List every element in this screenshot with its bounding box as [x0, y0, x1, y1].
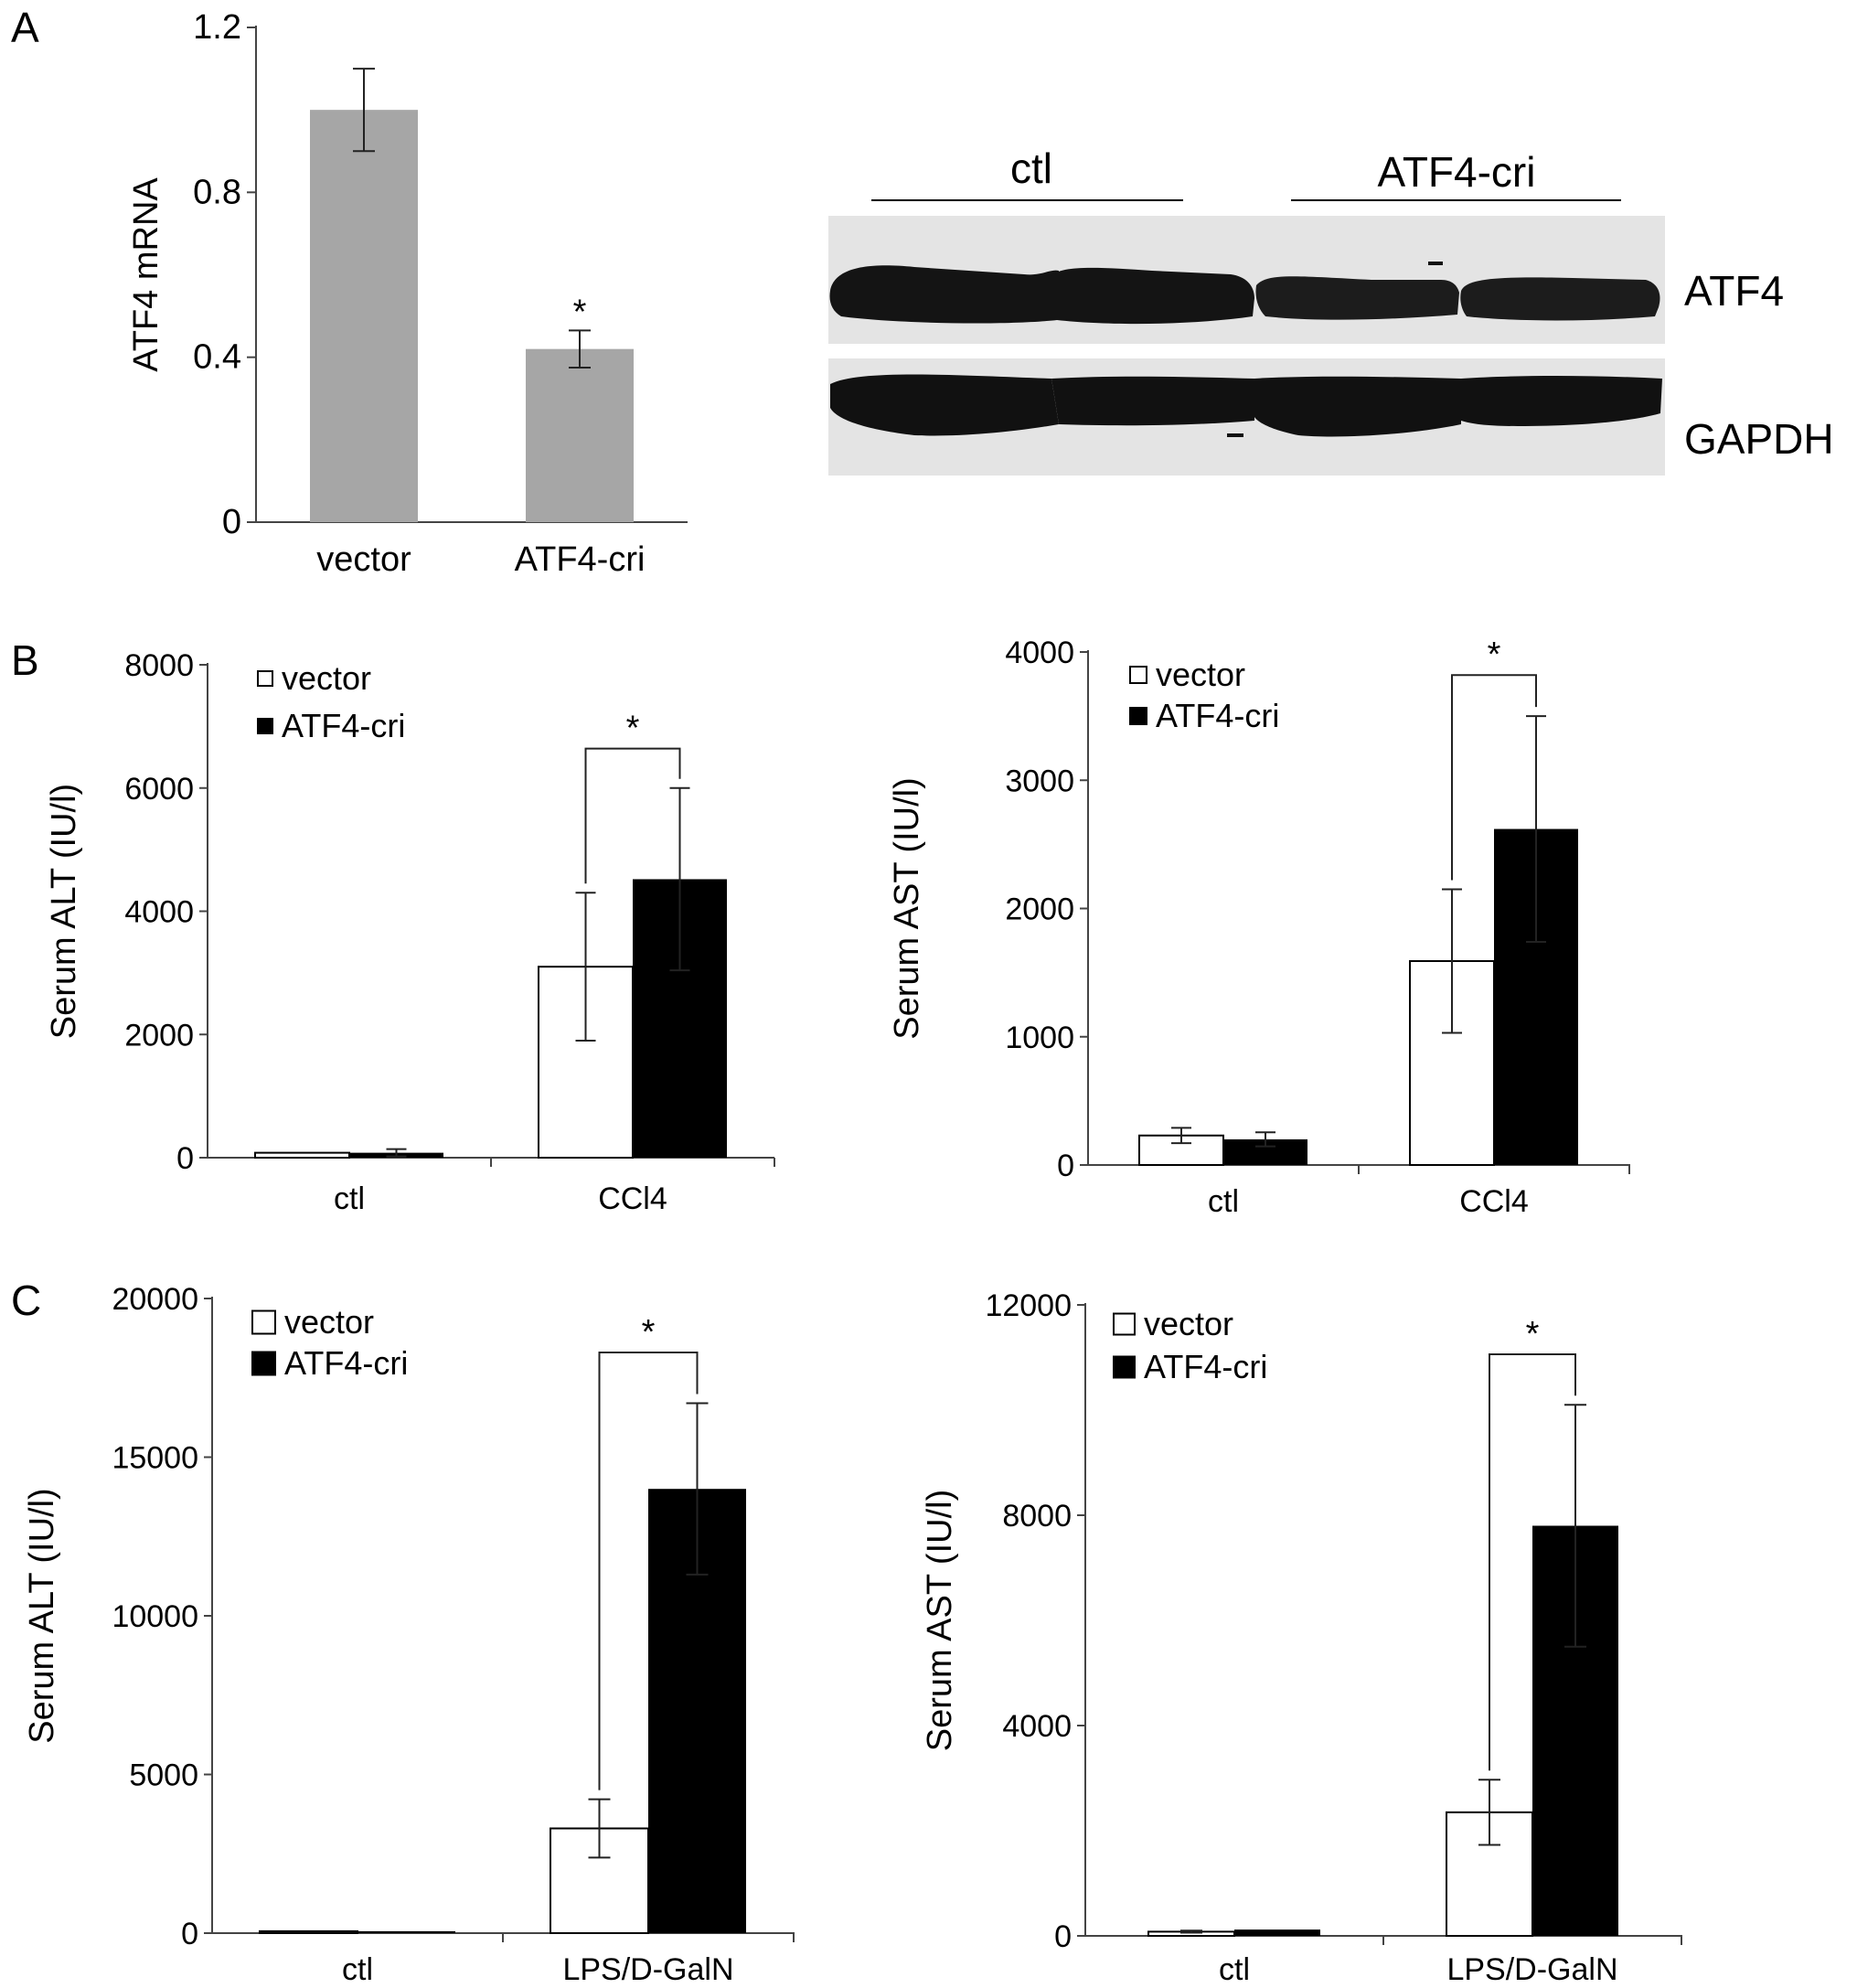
y-tick-label: 0 — [1057, 1149, 1074, 1183]
x-tick-label: ctl — [342, 1952, 373, 1987]
chart-serum-ast-ccl4: 0 1000 2000 3000 4000 Serum AST (IU/l) ctl CCl4… — [888, 636, 1630, 1219]
significance-star: * — [573, 293, 587, 331]
blot-group-label-ctl: ctl — [1010, 144, 1052, 192]
significance-bracket — [1451, 674, 1537, 881]
bar-value-vector — [310, 110, 418, 523]
y-tick-label: 4000 — [1005, 636, 1074, 670]
chart-serum-alt-ccl4: 0 2000 4000 6000 8000 Serum ALT (IU/l) ctl CCl4… — [45, 648, 775, 1216]
band-atf4-lane-2 — [1051, 267, 1254, 325]
x-tick-label: ctl — [334, 1181, 365, 1216]
legend-swatch-atf4-cri — [251, 1351, 276, 1376]
y-tick-label: 0.4 — [193, 338, 241, 377]
x-tick-label: ctl — [1219, 1952, 1250, 1987]
x-tick-label: LPS/D-GalN — [562, 1952, 733, 1987]
y-tick-label: 4000 — [1002, 1709, 1072, 1744]
band-atf4-lane-1 — [829, 265, 1059, 324]
y-axis-label: ATF4 mRNA — [127, 177, 165, 372]
legend-label-vector: vector — [282, 659, 371, 697]
legend-label-vector: vector — [284, 1303, 374, 1341]
panel-letter-a: A — [11, 4, 39, 51]
y-tick-label: 0 — [176, 1141, 194, 1176]
y-tick-label: 15000 — [112, 1441, 198, 1476]
legend-label-atf4-cri: ATF4-cri — [282, 707, 405, 744]
significance-bracket — [598, 1351, 699, 1790]
legend-label-atf4-cri: ATF4-cri — [1156, 697, 1279, 734]
blot-speck — [1227, 433, 1243, 437]
band-gapdh-lane-2 — [1051, 376, 1254, 426]
blot-speck — [1428, 262, 1443, 265]
blot-band-label-atf4: ATF4 — [1684, 267, 1784, 315]
y-tick-label: 0 — [181, 1917, 198, 1951]
x-tick-label: CCl4 — [598, 1181, 667, 1216]
legend-swatch-atf4-cri — [1113, 1355, 1136, 1379]
y-tick-label: 2000 — [1005, 892, 1074, 927]
blot-group-label-atf4-cri: ATF4-cri — [1378, 148, 1536, 196]
y-tick-label: 2000 — [124, 1018, 194, 1053]
y-axis-label: Serum AST (IU/l) — [888, 777, 926, 1039]
band-gapdh-lane-3 — [1254, 376, 1461, 437]
significance-star: * — [1488, 636, 1501, 674]
band-gapdh-lane-4 — [1461, 376, 1662, 426]
blot-band-label-gapdh: GAPDH — [1684, 415, 1834, 463]
x-tick-label: vector — [316, 540, 411, 579]
significance-star: * — [642, 1313, 656, 1352]
bar-atf4-cri-ctl — [1234, 1929, 1320, 1936]
legend-label-atf4-cri: ATF4-cri — [1144, 1348, 1267, 1385]
bar-vector-ctl — [254, 1151, 350, 1159]
significance-star: * — [1526, 1315, 1540, 1353]
y-tick-label: 12000 — [985, 1288, 1072, 1323]
legend-label-vector: vector — [1156, 656, 1245, 693]
chart-serum-alt-lps: 0 5000 10000 15000 20000 Serum ALT (IU/l) ctl L… — [23, 1282, 795, 1987]
y-tick-label: 3000 — [1005, 764, 1074, 798]
significance-bracket — [1489, 1353, 1576, 1771]
western-blot: ctl ATF4-cri ATF4 GAPDH — [828, 144, 1834, 476]
bar-value-atf4-cri — [526, 348, 634, 522]
legend-swatch-atf4-cri — [1129, 707, 1147, 725]
y-axis-label: Serum ALT (IU/l) — [23, 1488, 61, 1743]
panel-letter-c: C — [11, 1277, 41, 1324]
legend-swatch-atf4-cri — [257, 718, 273, 734]
y-tick-label: 8000 — [1002, 1499, 1072, 1534]
y-tick-label: 0 — [1054, 1919, 1072, 1954]
y-axis-label: Serum ALT (IU/l) — [45, 784, 83, 1039]
band-atf4-lane-3 — [1255, 276, 1459, 320]
x-tick-label: CCl4 — [1459, 1184, 1529, 1219]
y-tick-label: 4000 — [124, 895, 194, 930]
y-tick-label: 10000 — [112, 1599, 198, 1634]
significance-star: * — [626, 710, 640, 748]
y-tick-label: 1000 — [1005, 1021, 1074, 1055]
x-tick-label: ctl — [1208, 1184, 1239, 1219]
legend-swatch-vector — [251, 1309, 276, 1335]
legend-label-atf4-cri: ATF4-cri — [284, 1344, 408, 1382]
y-tick-label: 0.8 — [193, 173, 241, 211]
bar-atf4-cri-ctl — [358, 1930, 455, 1933]
legend-swatch-vector — [1129, 666, 1147, 684]
legend-swatch-vector — [1113, 1312, 1136, 1336]
chart-atf4-mrna: 0 0.4 0.8 1.2 ATF4 mRNA vector ATF4-cri * — [127, 8, 688, 579]
y-tick-label: 5000 — [129, 1758, 198, 1793]
band-gapdh-lane-1 — [830, 374, 1059, 436]
y-tick-label: 1.2 — [193, 8, 241, 47]
legend-label-vector: vector — [1144, 1305, 1233, 1342]
y-axis-label: Serum AST (IU/l) — [921, 1490, 959, 1751]
y-tick-label: 8000 — [124, 648, 194, 683]
panel-letter-b: B — [11, 636, 39, 684]
bar-vector-ctl — [259, 1929, 358, 1934]
chart-serum-ast-lps: 0 4000 8000 12000 Serum AST (IU/l) ctl LPS/D-G… — [921, 1288, 1682, 1987]
legend-swatch-vector — [257, 670, 273, 687]
y-tick-label: 6000 — [124, 772, 194, 807]
x-tick-label: LPS/D-GalN — [1446, 1952, 1617, 1987]
y-tick-label: 20000 — [112, 1282, 198, 1317]
y-tick-label: 0 — [222, 503, 241, 541]
band-atf4-lane-4 — [1460, 277, 1660, 321]
significance-bracket — [584, 747, 681, 884]
x-tick-label: ATF4-cri — [515, 540, 646, 579]
